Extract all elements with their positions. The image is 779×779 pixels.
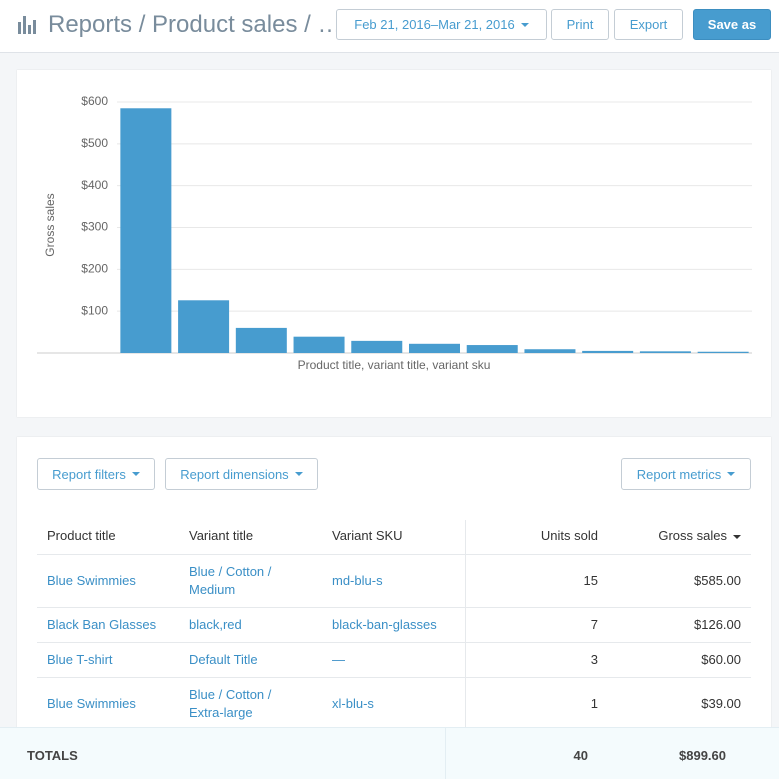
totals-label: TOTALS — [27, 748, 78, 763]
bar — [582, 350, 634, 353]
chart: Gross sales Product title, variant title… — [37, 94, 752, 372]
reports-icon — [18, 16, 36, 34]
table-cell[interactable]: black,red — [189, 616, 242, 632]
print-button[interactable]: Print — [551, 9, 609, 40]
table-cell: $126.00 — [694, 616, 741, 632]
bar — [293, 336, 345, 353]
column-divider — [465, 520, 466, 727]
table-cell[interactable]: md-blu-s — [332, 572, 383, 588]
table-cell[interactable]: xl-blu-s — [332, 695, 374, 711]
row-divider — [37, 554, 751, 555]
bar — [351, 340, 403, 353]
table-cell[interactable]: Default Title — [189, 651, 258, 667]
y-tick-label: $300 — [81, 220, 108, 234]
table-cell: 7 — [590, 616, 598, 632]
table-cell[interactable]: Blue Swimmies — [47, 695, 136, 711]
date-range-button[interactable]: Feb 21, 2016–Mar 21, 2016 — [336, 9, 547, 40]
bar — [639, 351, 691, 353]
column-header: Product title — [47, 528, 116, 543]
x-axis-label: Product title, variant title, variant sk… — [298, 358, 491, 372]
row-divider — [37, 677, 751, 678]
column-header[interactable]: Gross sales — [600, 527, 741, 545]
y-tick-label: $100 — [81, 303, 108, 317]
bar — [120, 108, 172, 354]
report-dimensions-button[interactable]: Report dimensions — [165, 458, 318, 490]
table-cell[interactable]: black-ban-glasses — [332, 616, 437, 632]
totals-bar: TOTALS 40 $899.60 — [0, 727, 779, 779]
table-cell: $39.00 — [701, 695, 741, 711]
header: Reports / Product sales / … Feb 21, 2016… — [0, 0, 779, 53]
report-filters-button[interactable]: Report filters — [37, 458, 155, 490]
bar — [524, 349, 576, 353]
bar — [697, 351, 749, 353]
save-as-button[interactable]: Save as — [693, 9, 771, 40]
table-cell[interactable]: Blue / Cotton / Extra-large — [189, 686, 272, 720]
bar — [235, 327, 287, 353]
y-tick-label: $600 — [81, 94, 108, 108]
report-metrics-button[interactable]: Report metrics — [621, 458, 751, 490]
totals-gross: $899.60 — [679, 748, 726, 763]
column-header: Units sold — [540, 528, 598, 543]
column-header: Variant SKU — [332, 528, 403, 543]
totals-units: 40 — [573, 748, 588, 763]
bar — [178, 300, 230, 353]
column-header: Variant title — [189, 528, 254, 543]
table-cell: 1 — [590, 695, 598, 711]
y-tick-label: $500 — [81, 136, 108, 150]
y-tick-label: $200 — [81, 262, 108, 276]
export-button[interactable]: Export — [614, 9, 683, 40]
table-cell[interactable]: Blue Swimmies — [47, 572, 136, 588]
table-cell[interactable]: Blue T-shirt — [47, 651, 113, 667]
y-axis-label: Gross sales — [43, 193, 57, 256]
table-cell: 15 — [583, 572, 598, 588]
y-tick-label: $400 — [81, 178, 108, 192]
page-title: Reports / Product sales / … — [48, 11, 342, 38]
row-divider — [37, 607, 751, 608]
table-cell: $585.00 — [694, 572, 741, 588]
bar — [466, 345, 518, 353]
totals-divider — [445, 728, 446, 779]
table-cell[interactable]: Blue / Cotton / Medium — [189, 563, 272, 597]
table-cell[interactable]: Black Ban Glasses — [47, 616, 157, 632]
bar — [409, 343, 460, 353]
table-cell: 3 — [590, 651, 598, 667]
chart-card: Gross sales Product title, variant title… — [17, 70, 771, 417]
table-cell[interactable]: — — [332, 651, 345, 667]
row-divider — [37, 642, 751, 643]
table-cell: $60.00 — [701, 651, 741, 667]
